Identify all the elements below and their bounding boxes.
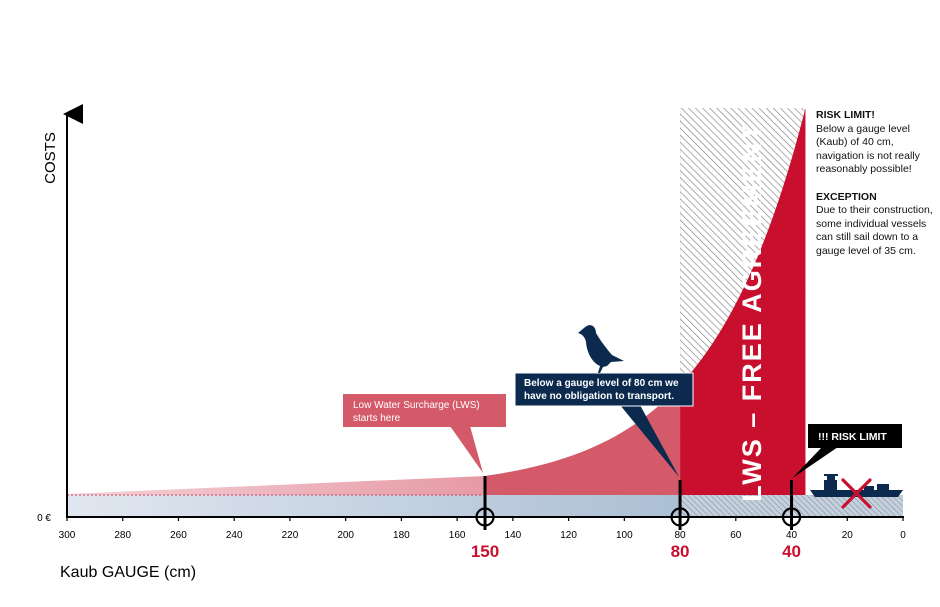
risk-limit-pointer	[792, 447, 838, 478]
obligation-callout-pointer	[620, 405, 680, 477]
x-tick-label: 180	[393, 530, 410, 541]
risk-note-text: Below a gauge level (Kaub) of 40 cm, nav…	[816, 122, 920, 176]
gauge-marker-label: 80	[671, 542, 690, 561]
obligation-callout: Below a gauge level of 80 cm we have no …	[514, 372, 694, 477]
obligation-callout-line2: have no obligation to transport.	[524, 391, 674, 402]
lws-callout-line1: Low Water Surcharge (LWS)	[353, 400, 480, 411]
surcharge-curve-area	[485, 385, 681, 495]
x-tick-label: 200	[337, 530, 354, 541]
lws-callout: Low Water Surcharge (LWS) starts here	[343, 394, 506, 473]
risk-note-title: RISK LIMIT!	[816, 109, 875, 121]
exception-note: EXCEPTION Due to their construction, som…	[816, 191, 938, 259]
x-axis-label: Kaub GAUGE (cm)	[60, 564, 196, 581]
x-tick-label: 40	[786, 530, 798, 541]
x-tick-label: 20	[842, 530, 854, 541]
x-tick-label: 300	[59, 530, 76, 541]
y-axis-label: COSTS	[42, 132, 59, 184]
gauge-markers: 150 80 40	[471, 476, 802, 561]
x-tick-label: 140	[505, 530, 522, 541]
risk-limit-text: !!! RISK LIMIT	[818, 431, 887, 443]
lws-callout-pointer	[450, 426, 483, 473]
exception-note-text: Due to their construction, some individu…	[816, 204, 933, 257]
obligation-callout-line1: Below a gauge level of 80 cm we	[524, 378, 679, 389]
surcharge-start-area	[67, 476, 485, 495]
gauge-marker-ring	[781, 507, 802, 527]
x-tick-label: 160	[449, 530, 466, 541]
risk-limit-callout: !!! RISK LIMIT	[792, 424, 902, 478]
lws-callout-line2: starts here	[353, 413, 401, 424]
x-tick-label: 100	[616, 530, 633, 541]
exception-note-title: EXCEPTION	[816, 190, 877, 203]
x-tick-label: 80	[675, 530, 687, 541]
gauge-marker-ring	[475, 507, 495, 527]
x-tick-label: 120	[560, 530, 577, 541]
x-tick-label: 0	[900, 530, 906, 541]
side-notes: RISK LIMIT! Below a gauge level (Kaub) o…	[816, 109, 938, 272]
gauge-marker-label: 150	[471, 542, 499, 561]
obligation-callout-text: Below a gauge level of 80 cm we have no …	[524, 378, 681, 402]
x-tick-label: 60	[730, 530, 742, 541]
y-zero-label: 0 €	[37, 513, 51, 524]
x-tick-label: 260	[170, 530, 187, 541]
obligation-callout-box	[514, 372, 694, 407]
gauge-marker-ring	[670, 507, 690, 527]
risk-limit-box	[808, 424, 902, 448]
x-axis-ticks: 300 280 260 240 220 200 180 160 140 120 100 80 60 40 2…	[59, 517, 906, 541]
lws-callout-box	[343, 394, 506, 427]
gauge-marker-label: 40	[782, 542, 801, 561]
zone-curve-overlay	[680, 108, 806, 386]
cross-icon	[841, 478, 872, 509]
zone-label: LWS – FREE AGREEMENT	[737, 122, 767, 502]
seagull-icon	[578, 325, 624, 373]
x-tick-label: 280	[114, 530, 131, 541]
x-tick-label: 240	[226, 530, 243, 541]
risk-note: RISK LIMIT! Below a gauge level (Kaub) o…	[816, 109, 938, 177]
x-tick-label: 220	[282, 530, 299, 541]
lws-callout-text: Low Water Surcharge (LWS) starts here	[353, 400, 483, 424]
